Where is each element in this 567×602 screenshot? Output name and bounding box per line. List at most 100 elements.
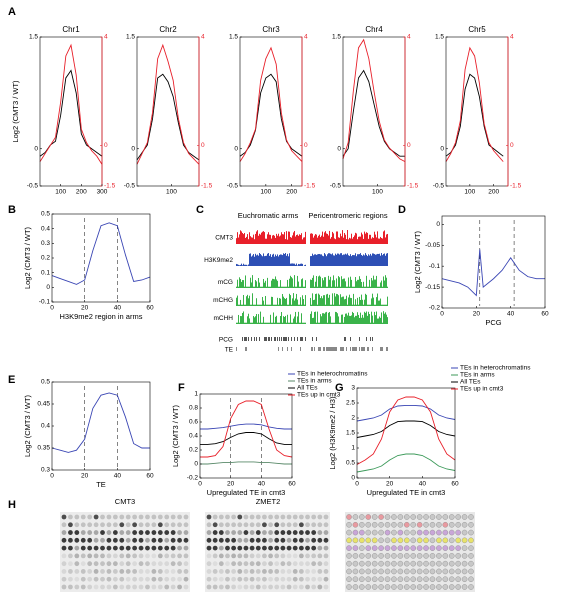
track-signal <box>338 295 339 306</box>
y-axis-label: Log2 (CMT3 / WT) <box>23 226 32 289</box>
blot-spot <box>212 522 218 528</box>
y-tick-label: -0.5 <box>124 183 136 190</box>
track-signal <box>252 293 253 306</box>
track-signal <box>296 322 297 324</box>
panel-label: B <box>8 204 16 216</box>
track-label: mCHH <box>214 315 234 322</box>
track-signal <box>252 322 253 324</box>
track-signal <box>248 298 249 306</box>
track-signal <box>319 253 320 266</box>
track-signal <box>349 294 350 306</box>
blot-spot <box>225 584 230 590</box>
track-signal <box>314 235 315 244</box>
blot-spot <box>410 560 417 567</box>
blot-spot <box>448 584 455 590</box>
track-signal <box>376 254 377 266</box>
blot-spot <box>359 545 365 551</box>
blot-spot <box>237 553 243 559</box>
blot-spot <box>132 576 138 582</box>
blot-spot <box>292 545 298 551</box>
blot-spot <box>112 569 118 574</box>
track-signal <box>239 265 240 266</box>
x-tick-label: 20 <box>81 473 89 480</box>
blot-spot <box>352 521 359 528</box>
track-signal <box>319 275 320 288</box>
track-signal <box>285 239 286 244</box>
blot-spot <box>183 530 189 535</box>
track-signal <box>330 253 331 266</box>
track-signal <box>342 279 343 288</box>
track-signal <box>263 300 264 306</box>
track-signal <box>370 286 371 288</box>
track-signal <box>289 253 290 266</box>
blot-spot <box>80 569 86 574</box>
blot-spot <box>378 514 384 520</box>
track-signal <box>301 263 302 266</box>
track-signal <box>384 304 385 306</box>
track-signal <box>244 304 245 306</box>
track-signal <box>311 256 312 266</box>
blot-spot <box>365 545 372 551</box>
track-signal <box>340 347 341 351</box>
y2-tick-label: 0 <box>201 142 205 149</box>
track-signal <box>300 297 301 306</box>
track-signal <box>345 281 346 288</box>
blot-spot <box>317 545 323 551</box>
panel-label: G <box>335 382 344 394</box>
track-signal <box>303 299 304 306</box>
track-signal <box>256 255 257 266</box>
track-signal <box>242 265 243 266</box>
track-signal <box>267 304 268 306</box>
track-signal <box>300 234 301 244</box>
track-signal <box>354 255 355 266</box>
blot-spot <box>61 553 67 559</box>
track-signal <box>265 295 266 306</box>
track-signal <box>268 304 269 306</box>
blot-spot <box>138 576 144 582</box>
track-signal <box>245 264 246 266</box>
blot-spot <box>468 553 474 559</box>
track-signal <box>325 312 326 324</box>
track-signal <box>255 253 256 266</box>
blot-spot <box>243 576 249 582</box>
track-signal <box>269 255 270 266</box>
plot-frame <box>136 36 200 187</box>
track-signal <box>257 254 258 266</box>
track-signal <box>372 237 373 244</box>
y-tick-label: 1.5 <box>435 34 444 41</box>
blot-spot <box>292 522 298 528</box>
blot-spot <box>218 569 224 574</box>
blot-spot <box>416 560 423 567</box>
blot-spot <box>442 529 449 536</box>
blot-spot <box>243 537 249 543</box>
track-signal <box>302 263 303 266</box>
blot-spot <box>138 545 144 551</box>
y2-tick-label: -1.5 <box>104 183 116 190</box>
blot-spot <box>255 522 261 528</box>
track-signal <box>252 237 253 244</box>
blot-spot <box>170 569 176 574</box>
track-signal <box>347 315 348 324</box>
blot-spot <box>164 514 170 520</box>
x-tick-label: 200 <box>488 189 499 196</box>
blot-spot <box>106 514 112 520</box>
track-signal <box>264 304 265 306</box>
track-signal <box>324 347 325 351</box>
track-signal <box>375 234 376 244</box>
track-signal <box>356 256 357 266</box>
blot-spot <box>448 553 455 559</box>
track-signal <box>289 231 290 244</box>
blot-spot <box>80 514 86 520</box>
blot-spot <box>119 522 125 528</box>
track-signal <box>357 312 358 324</box>
x-tick-label: 20 <box>386 481 394 488</box>
track-signal <box>323 256 324 266</box>
track-signal <box>369 314 370 324</box>
blot-spot <box>280 561 286 567</box>
x-tick-label: 60 <box>146 305 154 312</box>
track-signal <box>291 322 292 324</box>
track-signal <box>252 255 253 266</box>
track-signal <box>247 316 248 324</box>
track-signal <box>294 263 295 266</box>
y2-tick-label: 0 <box>304 142 308 149</box>
